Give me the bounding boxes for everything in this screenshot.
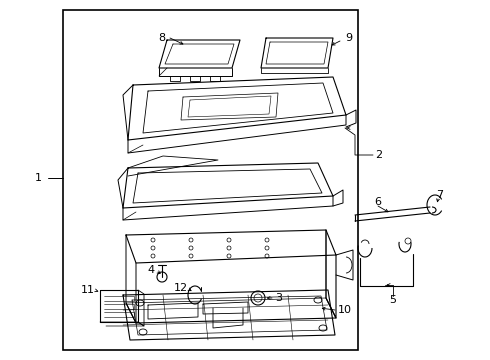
Text: 8: 8 (158, 33, 165, 43)
Text: 1: 1 (34, 173, 42, 183)
Text: 6: 6 (374, 197, 382, 207)
Text: 10: 10 (338, 305, 352, 315)
Text: 7: 7 (437, 190, 443, 200)
Text: 4: 4 (148, 265, 155, 275)
Text: 12: 12 (174, 283, 188, 293)
Text: 3: 3 (275, 293, 282, 303)
Text: 11: 11 (81, 285, 95, 295)
Text: 2: 2 (375, 150, 382, 160)
Text: 9: 9 (345, 33, 352, 43)
Bar (63, 10, 358, 350)
Text: 5: 5 (390, 295, 396, 305)
